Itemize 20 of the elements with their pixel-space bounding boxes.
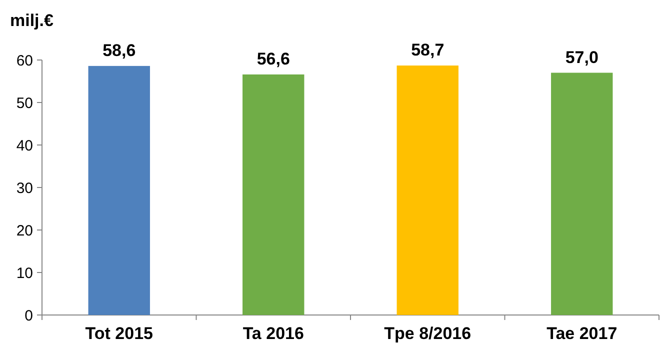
bar (551, 72, 613, 315)
data-label: 57,0 (565, 48, 598, 67)
x-tick-label: Ta 2016 (242, 324, 304, 343)
data-label: 56,6 (256, 49, 290, 68)
y-tick-label: 0 (24, 307, 33, 324)
x-tick-label: Tot 2015 (85, 324, 153, 343)
bar (88, 66, 150, 315)
y-tick-label: 60 (16, 52, 33, 70)
data-label: 58,7 (411, 40, 444, 60)
y-tick-label: 10 (16, 264, 33, 282)
bar (242, 74, 304, 315)
y-tick-label: 50 (16, 94, 33, 112)
x-tick-label: Tpe 8/2016 (384, 324, 472, 343)
data-label: 58,6 (102, 40, 136, 60)
y-axis-title: milj.€ (10, 11, 54, 30)
y-tick-label: 20 (16, 222, 33, 240)
y-tick-label: 30 (16, 180, 33, 197)
bar (396, 66, 458, 315)
x-tick-label: Tae 2017 (546, 324, 618, 343)
y-tick-label: 40 (16, 137, 33, 154)
